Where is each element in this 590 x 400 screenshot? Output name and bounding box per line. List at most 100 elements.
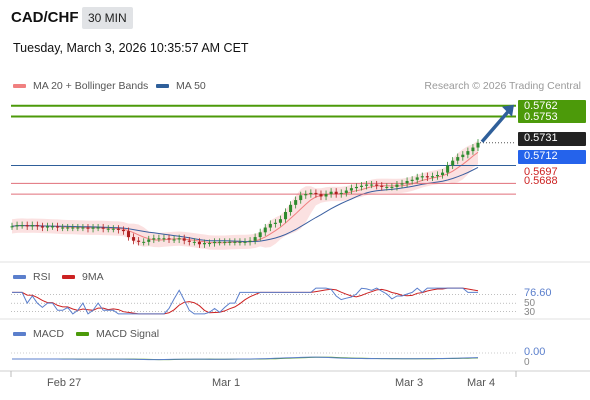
candle-body: [395, 184, 399, 187]
candle-body: [299, 195, 303, 201]
candle-body: [370, 184, 374, 186]
macd-value: 0.00: [524, 346, 546, 358]
rsi-swatch-icon: [13, 275, 26, 279]
x-label-mar1: Mar 1: [212, 377, 241, 389]
candle-body: [116, 228, 120, 230]
candle-body: [390, 186, 394, 188]
candle-body: [30, 225, 34, 227]
candle-body: [147, 239, 151, 242]
macd-swatch-icon: [13, 332, 26, 336]
candle-body: [15, 225, 19, 227]
candle-body: [289, 204, 293, 213]
candle-body: [213, 241, 217, 244]
candles-layer: [10, 104, 516, 361]
candle-body: [415, 177, 419, 180]
candle-body: [96, 227, 100, 229]
candle-body: [435, 175, 439, 177]
candle-body: [238, 241, 242, 243]
candle-body: [375, 184, 379, 186]
candle-body: [319, 194, 323, 197]
candle-body: [471, 147, 475, 152]
candle-body: [359, 185, 364, 187]
rsi-line: [12, 287, 478, 315]
legend-rsi-ma: 9MA: [62, 271, 104, 283]
pivot-tag: 0.5712: [518, 150, 586, 164]
x-label-mar4: Mar 4: [467, 377, 496, 389]
candle-body: [329, 191, 333, 195]
macd-line: [12, 356, 479, 361]
candle-body: [71, 227, 75, 229]
candle-body: [400, 183, 404, 185]
candle-body: [45, 226, 49, 228]
research-credit: Research © 2026 Trading Central: [424, 80, 581, 92]
candle-body: [461, 154, 465, 158]
macd-signal-swatch-icon: [76, 332, 89, 336]
candle-body: [365, 184, 369, 186]
legend-rsi-ma-label: 9MA: [82, 271, 104, 283]
candle-body: [223, 241, 227, 243]
candle-body: [258, 232, 262, 238]
legend-rsi: RSI: [13, 271, 51, 283]
candle-body: [380, 185, 384, 187]
x-label-feb27: Feb 27: [47, 377, 82, 389]
candle-body: [349, 188, 353, 191]
candle-body: [456, 157, 460, 161]
candle-body: [25, 225, 29, 227]
candle-body: [218, 241, 222, 243]
x-label-mar3: Mar 3: [395, 377, 424, 389]
candle-body: [106, 228, 110, 230]
macd-zero: 0: [524, 357, 530, 368]
chart-lines-layer: [0, 261, 590, 377]
candle-body: [142, 241, 146, 243]
candle-body: [10, 226, 14, 228]
bollinger-band: [12, 140, 478, 250]
candle-body: [339, 192, 343, 195]
candle-body: [202, 243, 206, 245]
candle-body: [233, 241, 237, 243]
legend-ma50-label: MA 50: [176, 80, 206, 92]
candle-body: [425, 176, 429, 178]
candle-body: [228, 241, 232, 243]
candle-body: [197, 241, 201, 245]
candle-body: [76, 227, 80, 229]
legend-ma50: MA 50: [156, 80, 206, 92]
candle-body: [466, 151, 470, 155]
current-price-tag: 0.5731: [518, 132, 586, 146]
candle-body: [208, 243, 212, 245]
candle-body: [304, 194, 308, 196]
rsi-level-50: 50: [524, 298, 536, 309]
interval-button[interactable]: 30 MIN: [82, 7, 133, 29]
legend-rsi-label: RSI: [33, 271, 51, 283]
candle-body: [152, 238, 156, 240]
candle-body: [294, 200, 298, 205]
candle-body: [126, 231, 131, 238]
candle-body: [182, 238, 186, 241]
candle-body: [268, 223, 272, 228]
candle-body: [309, 192, 313, 195]
symbol-title: CAD/CHF: [11, 9, 79, 26]
candle-body: [441, 172, 445, 175]
candle-body: [446, 165, 450, 173]
candle-body: [51, 226, 55, 228]
candle-body: [177, 238, 181, 240]
legend-macd-signal-label: MACD Signal: [96, 328, 160, 340]
candle-body: [284, 212, 288, 220]
candle-body: [66, 227, 70, 229]
candle-body: [410, 179, 414, 181]
candle-body: [278, 219, 282, 223]
candle-body: [253, 237, 257, 241]
candle-body: [248, 240, 252, 242]
rsi-ma-line: [12, 287, 479, 315]
candle-body: [56, 226, 60, 228]
rsi-ma-swatch-icon: [62, 275, 75, 279]
ma50-swatch-icon: [156, 84, 169, 88]
candle-body: [101, 227, 105, 229]
candle-body: [137, 240, 141, 242]
candle-body: [20, 225, 24, 227]
legend-ma20: MA 20 + Bollinger Bands: [13, 80, 148, 92]
legend-macd: MACD: [13, 328, 64, 340]
rsi-value: 76.60: [524, 287, 552, 299]
candle-body: [273, 222, 277, 224]
candle-body: [324, 194, 328, 197]
